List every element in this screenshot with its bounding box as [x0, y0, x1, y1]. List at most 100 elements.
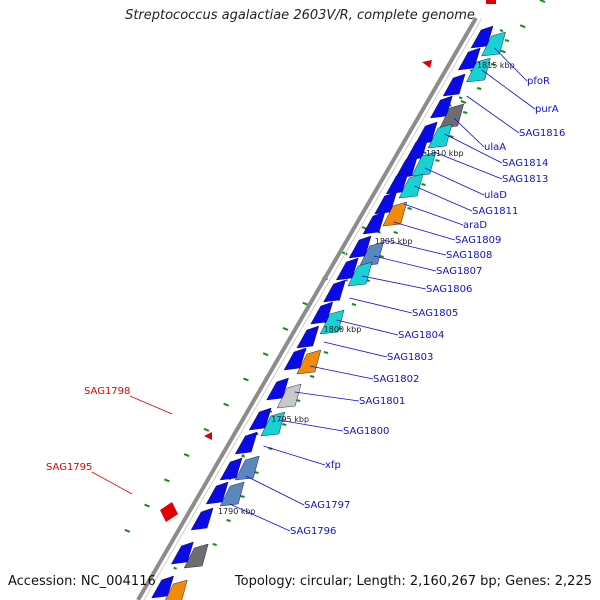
gene-labels: pfoR purA SAG1816 ulaA SAG1814 SAG1813 ulaD SAG… [46, 47, 565, 537]
kbp-tick-label: 1810 kbp [426, 149, 464, 158]
gc-dash [163, 478, 170, 483]
label-leader [403, 203, 464, 226]
gene-label: SAG1803 [387, 352, 433, 363]
label-leader [373, 255, 437, 272]
cog-block [260, 411, 286, 437]
cog-block [398, 173, 424, 199]
label-leader [444, 133, 503, 164]
cog-block [319, 309, 345, 335]
label-leader [393, 221, 456, 241]
label-leader [453, 117, 485, 148]
gc-dash [341, 251, 348, 256]
gene-label: araD [463, 220, 487, 231]
gc-dash [262, 352, 269, 357]
cds-arrow [362, 211, 386, 235]
gene-label: ulaA [484, 142, 506, 153]
cog-block [183, 543, 209, 569]
gc-dash [226, 519, 231, 522]
label-leader [481, 69, 536, 110]
gc-dash [282, 327, 289, 331]
label-leader [323, 341, 388, 358]
gene-label: SAG1813 [502, 174, 548, 185]
cds-arrow [395, 155, 418, 179]
gc-dash [539, 0, 546, 3]
cog-block [296, 349, 322, 375]
gc-dash [504, 39, 510, 42]
gene-label: SAG1809 [455, 235, 501, 246]
gc-dash [519, 24, 526, 29]
kbp-tick-label: 1795 kbp [271, 415, 309, 424]
accession-text: Accession: NC_004116 [8, 574, 156, 589]
kbp-tick-label: 1790 kbp [218, 507, 256, 516]
gene-label: SAG1802 [373, 374, 419, 385]
label-leader [336, 319, 399, 336]
label-leader [494, 47, 528, 82]
gc-dash [458, 96, 463, 100]
gc-dash [124, 528, 131, 533]
gene-label: SAG1806 [426, 284, 472, 295]
gene-label: SAG1816 [519, 128, 565, 139]
gene-label: SAG1796 [290, 526, 336, 537]
gene-label: SAG1797 [304, 500, 350, 511]
label-leader [309, 365, 374, 380]
label-leader [434, 151, 503, 180]
gene-label: SAG1808 [446, 250, 492, 261]
topology-summary: Topology: circular; Length: 2,160,267 bp… [234, 574, 592, 589]
kbp-ticks: 1815 kbp 1810 kbp 1805 kbp 1800 kbp 1795 kbp… [218, 61, 515, 516]
gc-dash [323, 351, 329, 354]
gene-label: SAG1811 [472, 206, 518, 217]
backbone-line [136, 16, 478, 600]
gc-dash [460, 99, 467, 104]
gc-dash [490, 63, 496, 66]
cog-block [234, 455, 260, 481]
gc-dash [144, 503, 150, 508]
cog-block [219, 481, 245, 507]
gene-label: SAG1807 [436, 266, 482, 277]
gc-dash [351, 303, 357, 306]
gc-dash [379, 255, 384, 258]
gc-dash [393, 231, 398, 234]
label-leader [229, 503, 291, 532]
gc-dash [421, 183, 426, 186]
gc-dash [499, 29, 504, 33]
gc-dash [183, 453, 190, 458]
gc-dash [407, 207, 412, 210]
gc-dash [212, 543, 217, 546]
cog-block [466, 57, 491, 83]
cds-arrow [190, 507, 214, 531]
gc-dash [241, 454, 245, 457]
label-leader [349, 297, 413, 314]
label-leader [414, 185, 473, 212]
gc-dash [476, 87, 482, 90]
backbone-axis [136, 16, 483, 600]
gc-dash [500, 49, 506, 54]
kbp-tick-label: 1800 kbp [324, 325, 362, 334]
cds-arrow [296, 325, 320, 349]
cds-reverse-arrow [160, 502, 178, 522]
backbone-edge [143, 17, 483, 600]
gene-label: SAG1800 [343, 426, 389, 437]
gene-label: xfp [325, 460, 341, 471]
kbp-tick-label: 1805 kbp [375, 237, 413, 246]
gene-label: SAG1804 [398, 330, 444, 341]
cds-arrow [323, 279, 346, 303]
gene-label: pfoR [527, 76, 550, 87]
cog-block [481, 31, 506, 57]
gc-dash [345, 279, 349, 282]
gc-dash [240, 495, 245, 498]
label-leader [245, 475, 305, 506]
gene-label: SAG1814 [502, 158, 548, 169]
kbp-tick-label: 1815 kbp [477, 61, 515, 70]
label-leader-red [129, 395, 173, 415]
label-leader [466, 95, 520, 134]
cog-block [276, 383, 302, 409]
label-leader [424, 167, 485, 196]
gc-dash [203, 427, 210, 432]
gc-dash [254, 471, 259, 474]
gene-label-reverse: SAG1795 [46, 462, 92, 473]
label-leader [263, 445, 326, 466]
gene-label-reverse: SAG1798 [84, 386, 130, 397]
label-leader [362, 275, 427, 290]
cds-reverse-arrow [204, 432, 212, 440]
